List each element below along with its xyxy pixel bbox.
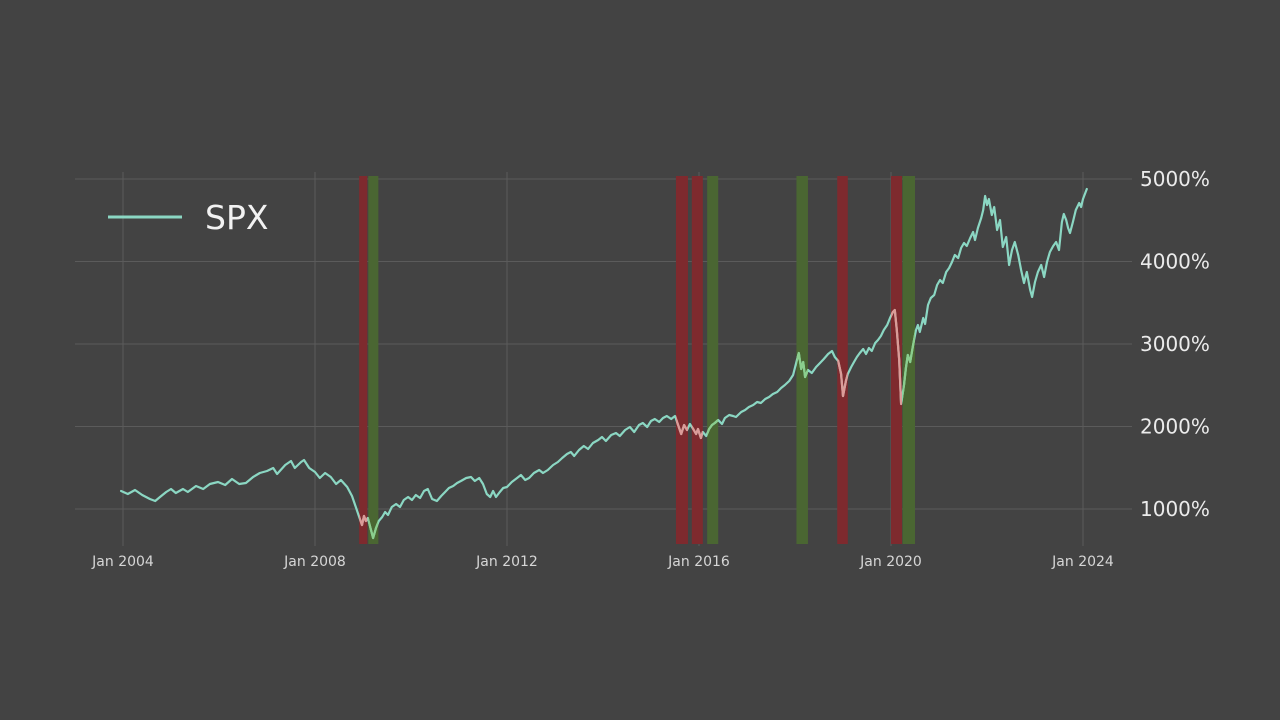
y-tick-label: 4000% xyxy=(1140,250,1210,274)
drawdown-band-red xyxy=(675,176,688,544)
x-tick-label: Jan 2024 xyxy=(1051,554,1114,570)
x-tick-label: Jan 2016 xyxy=(667,554,730,570)
legend: SPX xyxy=(108,198,268,237)
y-tick-label: 1000% xyxy=(1140,497,1210,521)
gridlines xyxy=(75,172,1132,546)
x-tick-label: Jan 2020 xyxy=(859,554,922,570)
drawdown-band-red xyxy=(691,176,703,544)
drawdown-band-red xyxy=(891,176,903,544)
price-line-group xyxy=(119,187,1088,540)
legend-series-label: SPX xyxy=(205,198,268,237)
recovery-band-green xyxy=(796,176,808,544)
recovery-band-green xyxy=(707,176,719,544)
drawdown-band-red xyxy=(837,176,848,544)
x-tick-label: Jan 2004 xyxy=(91,554,154,570)
y-axis-labels: 1000% 2000% 3000% 4000% 5000% xyxy=(1140,167,1210,521)
x-tick-label: Jan 2008 xyxy=(283,554,346,570)
recovery-band-green xyxy=(368,176,379,544)
drawdown-band-red xyxy=(359,176,368,544)
price-line-tinted-segment xyxy=(359,513,368,527)
y-tick-label: 2000% xyxy=(1140,415,1210,439)
x-axis-labels: Jan 2004 Jan 2008 Jan 2012 Jan 2016 Jan 2020… xyxy=(91,554,1114,570)
x-tick-label: Jan 2012 xyxy=(475,554,538,570)
y-tick-label: 5000% xyxy=(1140,167,1210,191)
y-tick-label: 3000% xyxy=(1140,332,1210,356)
highlight-bands xyxy=(359,176,915,544)
